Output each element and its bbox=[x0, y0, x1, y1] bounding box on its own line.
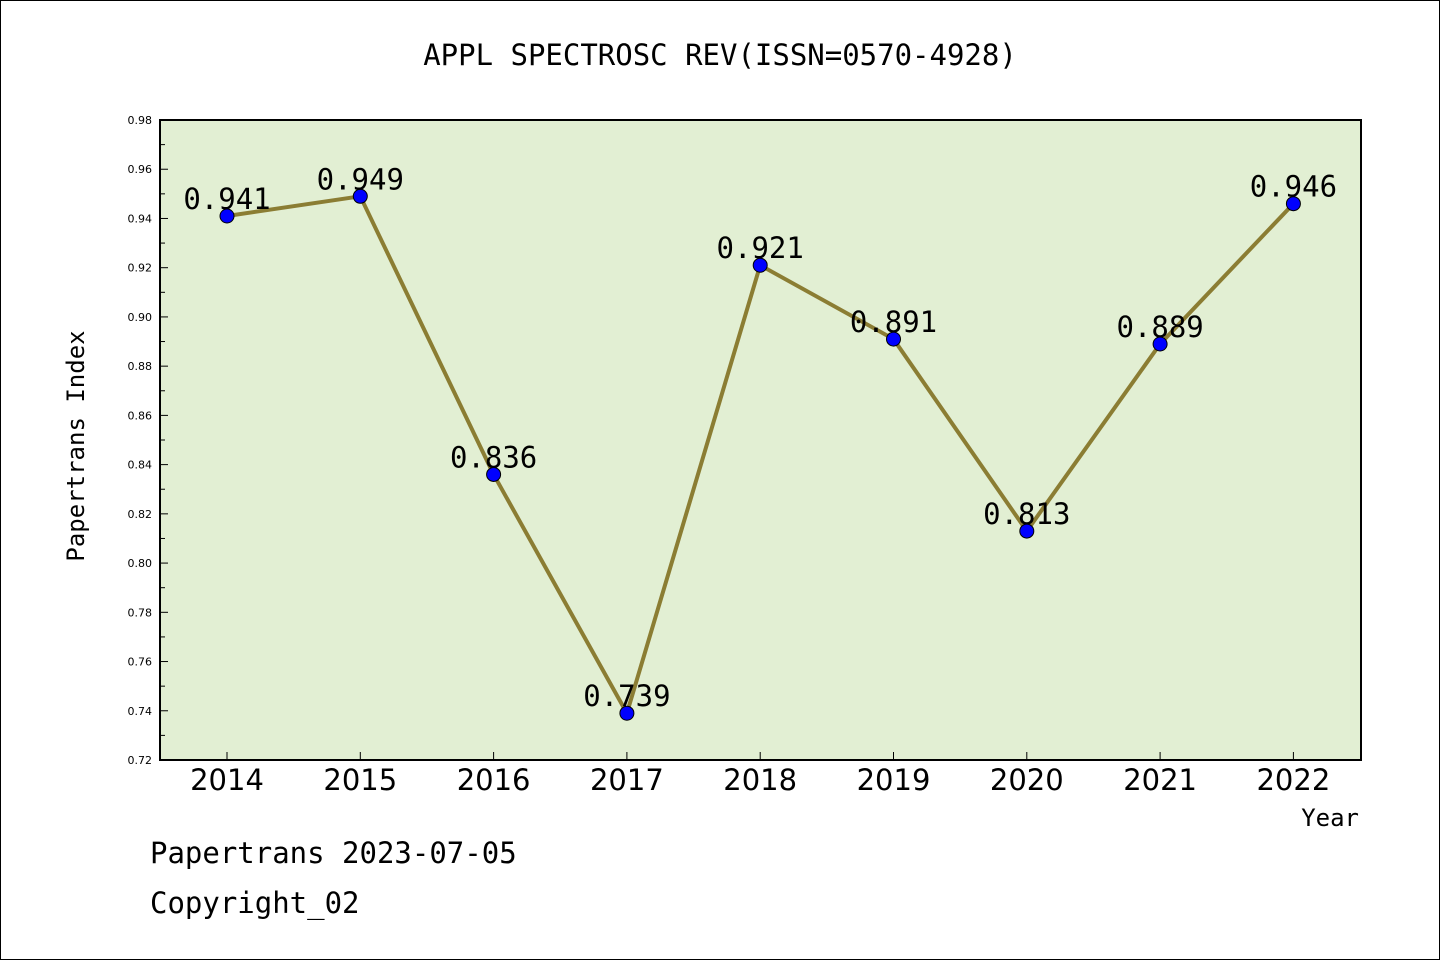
data-point bbox=[886, 331, 901, 347]
y-tick-label: 0.96 bbox=[128, 163, 153, 176]
y-tick-label: 0.74 bbox=[128, 705, 153, 718]
y-tick-label: 0.94 bbox=[128, 212, 153, 225]
data-point bbox=[1285, 196, 1301, 212]
y-tick-label: 0.98 bbox=[128, 114, 153, 127]
data-point bbox=[1019, 523, 1035, 539]
x-tick-label: 2022 bbox=[1256, 763, 1330, 797]
data-point bbox=[486, 466, 502, 482]
data-label: 0.889 bbox=[1116, 310, 1203, 344]
y-tick-label: 0.82 bbox=[128, 508, 153, 521]
data-label: 0.836 bbox=[450, 440, 537, 474]
y-tick-label: 0.92 bbox=[128, 262, 153, 275]
data-point bbox=[752, 257, 768, 273]
data-label: 0.813 bbox=[983, 497, 1070, 531]
data-label: 0.921 bbox=[717, 231, 804, 265]
y-tick-label: 0.76 bbox=[128, 656, 153, 669]
plot-border bbox=[159, 119, 1362, 761]
chart-title: APPL SPECTROSC REV(ISSN=0570-4928) bbox=[423, 38, 1017, 72]
y-tick-label: 0.90 bbox=[128, 311, 153, 324]
plot-area bbox=[160, 120, 1361, 760]
x-tick-label: 2015 bbox=[323, 763, 397, 797]
y-tick-label: 0.80 bbox=[128, 557, 153, 570]
data-point bbox=[352, 188, 368, 204]
data-point bbox=[1152, 336, 1168, 352]
data-point bbox=[619, 705, 635, 721]
footer-date: Papertrans 2023-07-05 bbox=[150, 836, 517, 870]
y-tick-label: 0.86 bbox=[128, 409, 153, 422]
data-label: 0.891 bbox=[850, 305, 937, 339]
y-tick-label: 0.72 bbox=[128, 754, 153, 767]
data-label: 0.949 bbox=[317, 162, 404, 196]
x-tick-label: 2018 bbox=[723, 763, 797, 797]
footer-copyright: Copyright_02 bbox=[150, 886, 360, 920]
x-tick-label: 2016 bbox=[457, 763, 531, 797]
data-label: 0.941 bbox=[183, 182, 270, 216]
y-tick-label: 0.78 bbox=[128, 606, 153, 619]
data-point bbox=[219, 208, 235, 224]
y-axis-label: Papertrans Index bbox=[62, 330, 90, 561]
data-label: 0.946 bbox=[1250, 170, 1337, 204]
x-tick-label: 2014 bbox=[190, 763, 264, 797]
data-label: 0.739 bbox=[583, 679, 670, 713]
x-tick-label: 2020 bbox=[990, 763, 1064, 797]
x-axis-label: Year bbox=[1301, 804, 1359, 832]
x-tick-label: 2021 bbox=[1123, 763, 1197, 797]
y-tick-label: 0.84 bbox=[128, 459, 153, 472]
x-tick-label: 2019 bbox=[857, 763, 931, 797]
y-tick-label: 0.88 bbox=[128, 360, 153, 373]
x-tick-label: 2017 bbox=[590, 763, 664, 797]
